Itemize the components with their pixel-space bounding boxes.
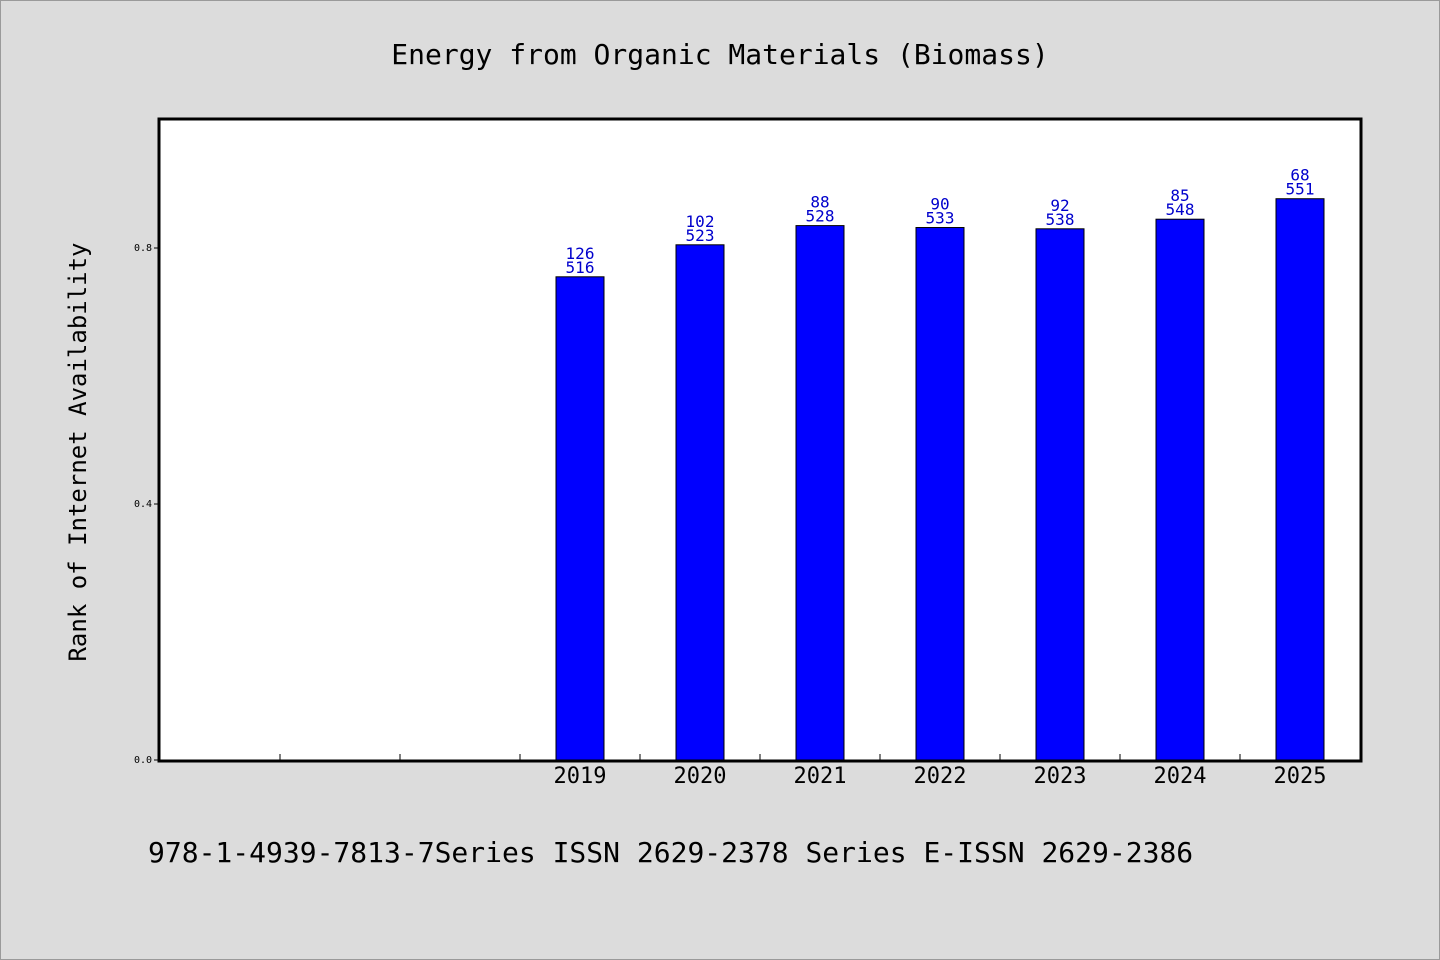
bar-series (555, 198, 1325, 761)
x-tick-label: 2021 (794, 764, 847, 789)
y-axis-label: Rank of Internet Availability (64, 242, 92, 661)
x-tick-label: 2019 (554, 764, 607, 789)
data-label-top: 88 (810, 193, 829, 212)
data-label-bottom: 528 (806, 207, 835, 226)
x-tick-label: 2022 (914, 764, 967, 789)
y-axis-ticks: 0.0 0.4 0.8 (134, 243, 160, 766)
y-tick-label: 0.0 (134, 755, 152, 766)
data-label-bottom: 551 (1286, 180, 1315, 199)
data-label-top: 90 (930, 195, 949, 214)
data-label-bottom: 523 (686, 226, 715, 245)
bar-2020 (675, 244, 725, 761)
x-axis-ticks: 2019 2020 2021 2022 2023 2024 2025 (279, 754, 1327, 789)
data-label-top: 126 (566, 244, 595, 263)
y-tick-label: 0.4 (134, 499, 152, 510)
data-label-bottom: 533 (926, 209, 955, 228)
x-tick-label: 2025 (1274, 764, 1327, 789)
x-tick-label: 2024 (1154, 764, 1207, 789)
bar-2022 (915, 227, 965, 761)
footer-isbn-text: 978-1-4939-7813-7Series ISSN 2629-2378 S… (148, 836, 1193, 869)
bar-2021 (795, 225, 845, 761)
data-label-top: 102 (686, 212, 715, 231)
chart-title: Energy from Organic Materials (Biomass) (391, 38, 1048, 71)
data-label-bottom: 548 (1166, 200, 1195, 219)
bar-2023 (1035, 228, 1085, 761)
x-tick-label: 2023 (1034, 764, 1087, 789)
bar-2024 (1155, 218, 1205, 761)
x-tick-label: 2020 (674, 764, 727, 789)
data-label-bottom: 538 (1046, 210, 1075, 229)
data-label-top: 68 (1290, 166, 1309, 185)
y-tick-label: 0.8 (134, 243, 152, 254)
bar-2019 (555, 276, 605, 761)
data-label-top: 92 (1050, 196, 1069, 215)
bar-2025 (1275, 198, 1325, 761)
data-label-top: 85 (1170, 186, 1189, 205)
data-label-bottom: 516 (566, 258, 595, 277)
